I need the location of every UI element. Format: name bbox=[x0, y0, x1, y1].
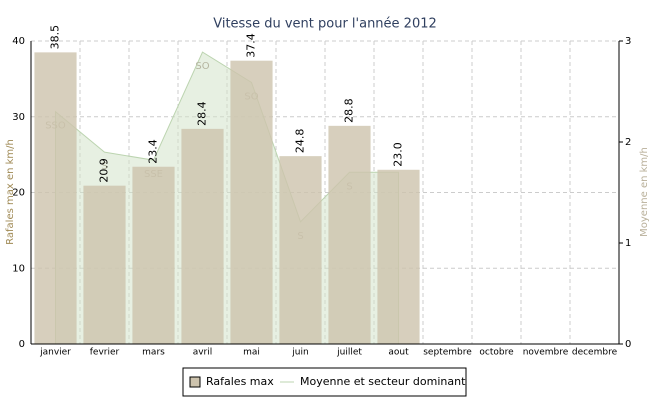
y-tick-label: 30 bbox=[12, 112, 25, 123]
value-label: 37.4 bbox=[245, 33, 258, 58]
value-label: 20.9 bbox=[98, 158, 111, 183]
y2-axis-label: Moyenne en km/h bbox=[639, 147, 650, 237]
x-tick-label: mai bbox=[243, 348, 260, 358]
bar bbox=[83, 185, 126, 344]
y-tick-label: 40 bbox=[12, 36, 25, 47]
chart-title: Vitesse du vent pour l'année 2012 bbox=[213, 17, 437, 32]
value-label: 23.4 bbox=[147, 139, 160, 164]
y2-tick-label: 0 bbox=[625, 339, 631, 350]
x-tick-label: avril bbox=[193, 348, 213, 358]
legend-swatch bbox=[189, 376, 201, 388]
y-tick-label: 20 bbox=[12, 188, 25, 199]
bar bbox=[34, 52, 77, 345]
bar bbox=[377, 169, 420, 344]
x-tick-label: novembre bbox=[523, 348, 569, 358]
x-tick-label: mars bbox=[142, 348, 165, 358]
x-tick-label: juin bbox=[291, 348, 308, 358]
y2-tick-label: 1 bbox=[625, 238, 631, 249]
value-label: 38.5 bbox=[49, 25, 62, 50]
direction-label: SO bbox=[195, 61, 209, 72]
y2-tick-label: 2 bbox=[625, 137, 631, 148]
y2-tick-label: 3 bbox=[625, 36, 631, 47]
x-tick-label: aout bbox=[388, 348, 409, 358]
bar bbox=[279, 156, 322, 344]
value-label: 28.8 bbox=[343, 98, 356, 123]
value-label: 23.0 bbox=[392, 142, 405, 167]
y-axis-label: Rafales max en km/h bbox=[5, 139, 16, 245]
value-label: 24.8 bbox=[294, 129, 307, 154]
bar bbox=[181, 128, 224, 344]
direction-label: S bbox=[101, 161, 107, 172]
y-tick-label: 10 bbox=[12, 263, 25, 274]
bar bbox=[132, 166, 175, 344]
value-label: 28.4 bbox=[196, 101, 209, 126]
bar bbox=[328, 125, 371, 344]
x-tick-label: janvier bbox=[39, 348, 71, 358]
bar bbox=[230, 60, 273, 344]
legend-label: Moyenne et secteur dominant bbox=[300, 375, 466, 388]
x-tick-label: juillet bbox=[336, 348, 362, 358]
legend-label: Rafales max bbox=[206, 375, 274, 388]
legend-box bbox=[182, 367, 467, 397]
y-tick-label: 0 bbox=[19, 339, 25, 350]
x-tick-label: octobre bbox=[479, 348, 514, 358]
x-tick-label: fevrier bbox=[90, 348, 120, 358]
x-tick-label: septembre bbox=[423, 348, 472, 358]
x-tick-label: decembre bbox=[572, 348, 618, 358]
